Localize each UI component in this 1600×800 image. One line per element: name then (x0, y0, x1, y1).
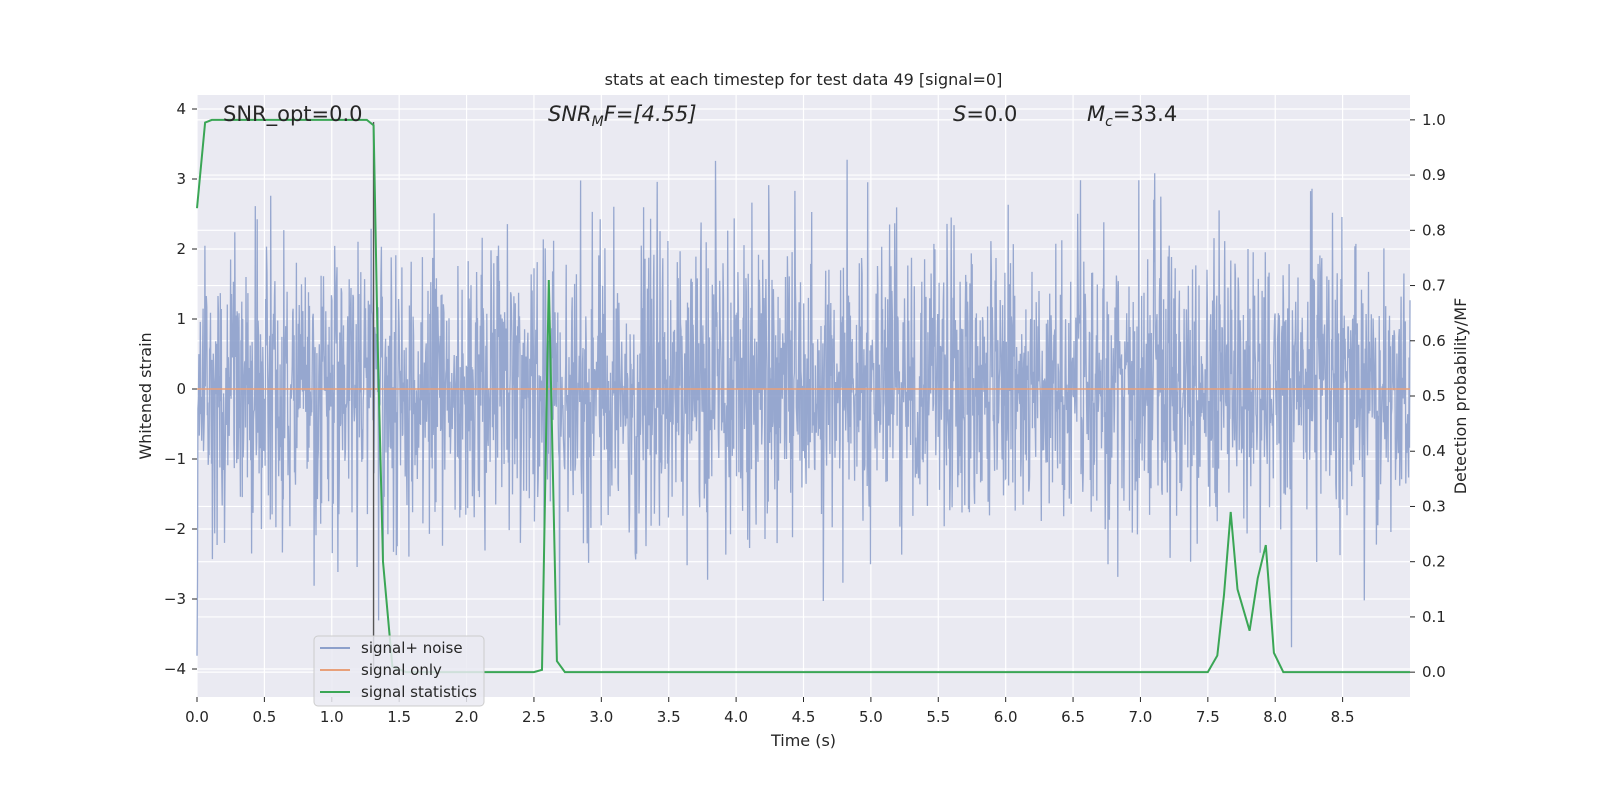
y2-axis-ticks: 0.0 0.1 0.2 0.3 0.4 0.5 0.6 0.7 0.8 0.9 1.0 (1410, 111, 1446, 681)
chart-title: stats at each timestep for test data 49 … (605, 70, 1003, 89)
annotation-snr-mf-sub: M (592, 114, 604, 130)
y-tick-label: 4 (176, 100, 186, 118)
x-tick-label: 5.5 (926, 708, 950, 726)
x-tick-label: 5.0 (859, 708, 883, 726)
y2-tick-label: 0.9 (1422, 166, 1446, 184)
y-tick-label: −3 (164, 590, 186, 608)
x-tick-label: 4.0 (724, 708, 748, 726)
y-axis-ticks: −4 −3 −2 −1 0 1 2 3 4 (164, 100, 197, 678)
x-tick-label: 7.0 (1129, 708, 1153, 726)
x-tick-label: 8.5 (1331, 708, 1355, 726)
y2-tick-label: 0.1 (1422, 608, 1446, 626)
y-tick-label: −2 (164, 520, 186, 538)
x-tick-label: 8.0 (1263, 708, 1287, 726)
x-tick-label: 2.0 (455, 708, 479, 726)
y2-tick-label: 1.0 (1422, 111, 1446, 129)
y2-tick-label: 0.0 (1422, 663, 1446, 681)
y2-tick-label: 0.3 (1422, 497, 1446, 515)
x-tick-label: 3.0 (589, 708, 613, 726)
y2-axis-label: Detection probability/MF (1451, 298, 1470, 495)
x-axis-ticks: 0.0 0.5 1.0 1.5 2.0 2.5 3.0 3.5 4.0 4.5 5.0 5.5 6.0 6… (185, 697, 1355, 726)
y-tick-label: −1 (164, 450, 186, 468)
annotation-mc: Mc=33.4 (1087, 102, 1177, 130)
x-tick-label: 2.5 (522, 708, 546, 726)
legend-box (313, 635, 485, 707)
y2-tick-label: 0.5 (1422, 387, 1446, 405)
annotation-snr-mf-rest: F=[4.55] (604, 102, 697, 126)
y2-tick-label: 0.2 (1422, 553, 1446, 571)
annotation-mc-sub: c (1105, 114, 1113, 130)
annotation-mc-name: M (1087, 102, 1105, 126)
y2-tick-label: 0.7 (1422, 277, 1446, 295)
x-tick-label: 0.0 (185, 708, 209, 726)
x-tick-label: 1.0 (320, 708, 344, 726)
x-tick-label: 3.5 (657, 708, 681, 726)
legend-label-signal: signal only (361, 661, 442, 679)
noise-line (196, 159, 1411, 656)
x-tick-label: 4.5 (792, 708, 816, 726)
y2-tick-label: 0.8 (1422, 221, 1446, 239)
y-tick-label: 2 (176, 240, 186, 258)
y-tick-label: 3 (176, 170, 186, 188)
annotation-snr-opt: SNR_opt=0.0 (223, 102, 363, 127)
x-tick-label: 6.0 (994, 708, 1018, 726)
annotation-s-value: =0.0 (966, 102, 1017, 126)
x-tick-label: 0.5 (252, 708, 276, 726)
y-axis-label: Whitened strain (136, 332, 155, 459)
x-axis-label: Time (s) (770, 731, 836, 750)
legend: signal+ noise signal only signal statist… (313, 635, 485, 707)
y2-tick-label: 0.6 (1422, 332, 1446, 350)
stats-line (196, 118, 1410, 674)
annotation-s: S=0.0 (953, 102, 1017, 126)
x-tick-label: 6.5 (1061, 708, 1085, 726)
x-tick-label: 7.5 (1196, 708, 1220, 726)
annotation-s-name: S (953, 102, 966, 126)
y-tick-label: 1 (176, 310, 186, 328)
legend-label-noise: signal+ noise (361, 639, 463, 657)
annotation-snr-mf-f: F=[4.55] (604, 102, 697, 126)
x-tick-label: 1.5 (387, 708, 411, 726)
y-tick-label: −4 (164, 660, 186, 678)
legend-label-stats: signal statistics (361, 683, 477, 701)
y-tick-label: 0 (176, 380, 186, 398)
noise-series (196, 159, 1411, 656)
annotation-mc-value: =33.4 (1113, 102, 1177, 126)
annotation-snr-mf: SNRMF=[4.55] (548, 102, 697, 130)
annotation-snr-mf-name: SNR (548, 102, 592, 126)
y2-tick-label: 0.4 (1422, 442, 1446, 460)
stats-series (196, 118, 1410, 674)
